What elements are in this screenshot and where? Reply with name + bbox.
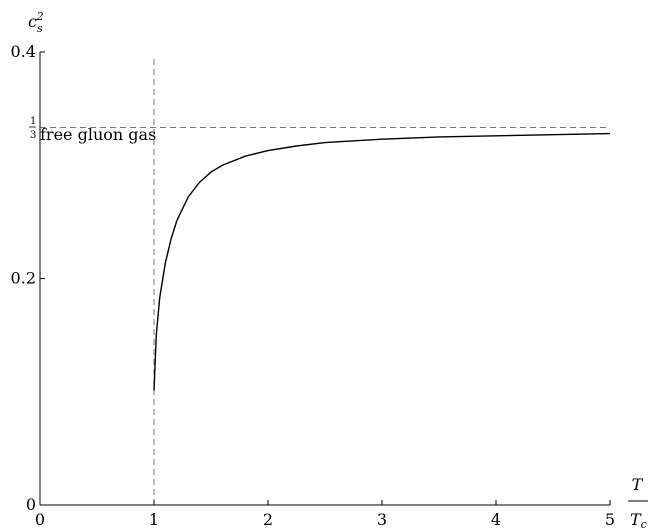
axes [39, 52, 610, 506]
series [153, 132, 611, 391]
y-tick-label: 0.2 [11, 269, 36, 288]
y-tick-label: 0.4 [11, 42, 36, 61]
free-gluon-gas-label: free gluon gas [40, 125, 156, 144]
x-axis-title-numerator: T [632, 475, 644, 494]
x-tick-label: 4 [491, 510, 501, 529]
x-tick-label: 2 [263, 510, 273, 529]
x-tick-label: 1 [149, 510, 159, 529]
ticks: 0 1 2 3 4 5 0 0.2 0.4 [11, 42, 616, 529]
one-third-denominator: 3 [30, 130, 36, 141]
one-third-numerator: 1 [30, 116, 36, 127]
y-axis-title: cs2 [28, 10, 44, 35]
x-axis-title: T Tc [628, 475, 648, 530]
y-tick-label: 0 [26, 495, 36, 514]
x-tick-label: 3 [377, 510, 387, 529]
x-tick-label: 0 [35, 510, 45, 529]
free-gluon-gas-annotation: 1 3 free gluon gas [29, 116, 156, 144]
x-tick-label: 5 [605, 510, 615, 529]
reference-lines [40, 56, 610, 505]
series-line [153, 132, 611, 391]
x-axis-title-denominator: Tc [630, 510, 647, 530]
